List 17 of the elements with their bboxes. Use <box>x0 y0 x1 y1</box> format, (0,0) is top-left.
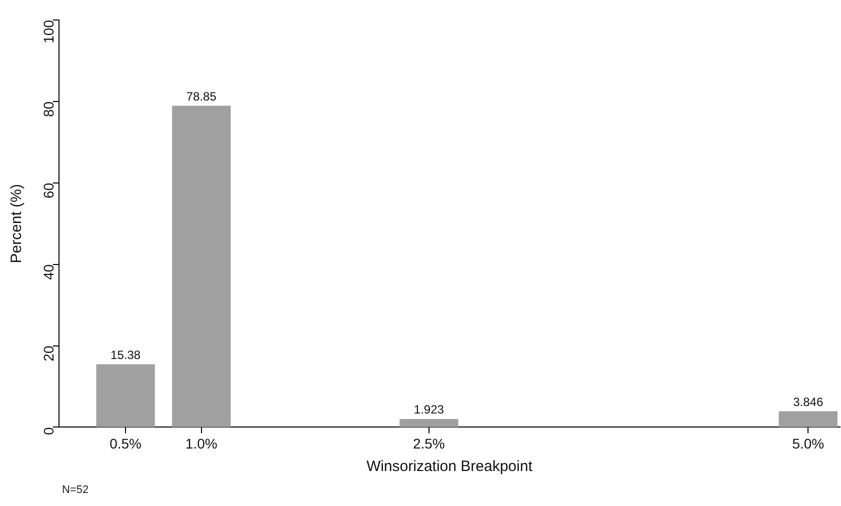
x-tick-label: 5.0% <box>792 435 824 452</box>
x-axis-title: Winsorization Breakpoint <box>366 458 534 476</box>
x-tick-label: 0.5% <box>110 435 142 452</box>
x-tick-label: 2.5% <box>412 435 445 452</box>
y-tick-label: 80 <box>40 101 57 118</box>
y-tick-label: 40 <box>40 264 57 280</box>
data-label: 3.846 <box>793 394 824 409</box>
y-tick-label: 0 <box>40 426 57 435</box>
y-tick-label: 100 <box>40 20 57 44</box>
data-label: 78.85 <box>186 89 217 104</box>
data-label: 15.38 <box>110 348 141 362</box>
data-label: 1.923 <box>414 402 444 417</box>
x-tick-label: 1.0% <box>185 435 218 452</box>
y-tick-label: 60 <box>40 182 57 198</box>
text: N=52 <box>62 484 89 496</box>
y-tick-label: 20 <box>40 346 57 362</box>
y-axis-title: Percent (%) <box>8 184 26 264</box>
